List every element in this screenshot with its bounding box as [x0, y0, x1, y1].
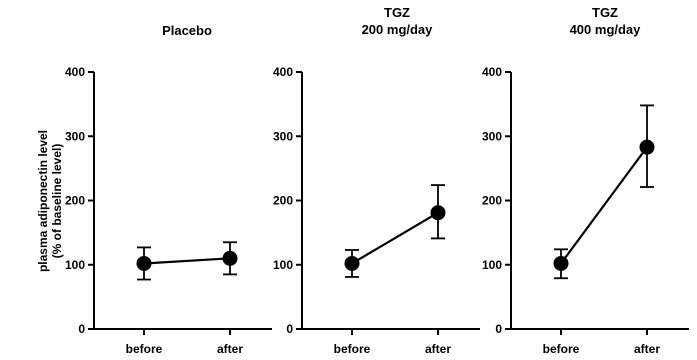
chart-panels: Placebo 0 100 200 300 400 before after TGZ 200 mg… — [65, 5, 689, 356]
panel-2-x-tick-label-after: after — [425, 342, 451, 356]
panel-2-title-line-1: TGZ — [384, 5, 410, 20]
panel-3-point-before — [553, 255, 569, 271]
panel-2-point-before — [344, 255, 360, 271]
panel-1-y-tick-label-400: 400 — [65, 65, 85, 79]
panel-1-y-tick-label-0: 0 — [78, 322, 85, 336]
panel-3-y-tick-label-200: 200 — [482, 194, 502, 208]
panel-1: Placebo 0 100 200 300 400 before after — [65, 23, 272, 356]
y-axis-label-line2: (% of baseline level) — [50, 144, 64, 259]
panel-2-y-tick-label-200: 200 — [273, 194, 293, 208]
panel-2: TGZ 200 mg/day 0 100 200 300 400 before after — [273, 5, 480, 356]
y-axis-label-line1: plasma adiponectin level — [36, 130, 50, 272]
panel-2-y-tick-label-0: 0 — [286, 322, 293, 336]
panel-3-series-line — [560, 146, 648, 265]
panel-3-point-after — [639, 139, 655, 155]
panel-3-y-tick-label-300: 300 — [482, 129, 502, 143]
panel-3-title-line-1: TGZ — [592, 5, 618, 20]
panel-3-y-tick-label-100: 100 — [482, 258, 502, 272]
panel-3-title-line-2: 400 mg/day — [570, 22, 642, 37]
panel-2-point-after — [430, 205, 446, 221]
panel-3: TGZ 400 mg/day 0 100 200 300 400 before after — [482, 5, 689, 356]
panel-3-y-tick-label-400: 400 — [482, 65, 502, 79]
panel-1-y-tick-label-200: 200 — [65, 194, 85, 208]
panel-2-y-tick-label-100: 100 — [273, 258, 293, 272]
panel-1-title-line-1: Placebo — [162, 23, 212, 38]
panel-1-x-tick-label-before: before — [126, 342, 163, 356]
panel-1-point-after — [222, 250, 238, 266]
panel-1-series-line — [143, 257, 231, 265]
panel-1-y-tick-label-300: 300 — [65, 129, 85, 143]
panel-2-series-line — [351, 211, 439, 265]
panel-3-x-tick-label-after: after — [634, 342, 660, 356]
panel-1-x-tick-label-after: after — [217, 342, 243, 356]
panel-1-point-before — [136, 255, 152, 271]
panel-2-y-tick-label-400: 400 — [273, 65, 293, 79]
panel-3-x-tick-label-before: before — [543, 342, 580, 356]
panel-3-y-tick-label-0: 0 — [495, 322, 502, 336]
panel-2-title-line-2: 200 mg/day — [362, 22, 434, 37]
panel-2-y-tick-label-300: 300 — [273, 129, 293, 143]
panel-2-x-tick-label-before: before — [334, 342, 371, 356]
panel-1-y-tick-label-100: 100 — [65, 258, 85, 272]
